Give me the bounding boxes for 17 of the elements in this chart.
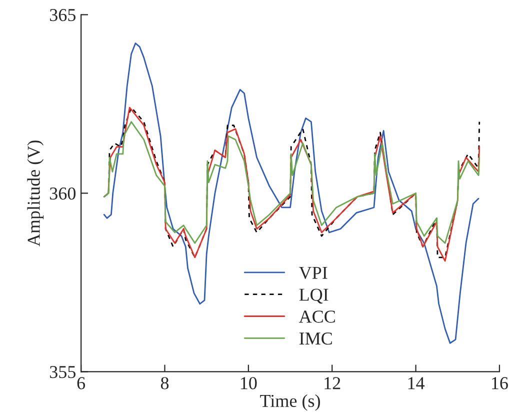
legend-label: IMC [299,332,332,345]
x-tick-label: 16 [492,377,508,390]
x-tick-label: 10 [240,377,257,390]
legend-label: LQI [299,288,328,304]
y-axis-title: Amplitude (V) [27,140,44,246]
x-tick-label: 12 [324,377,340,390]
x-axis-title: Time (s) [260,394,320,411]
y-tick-label: 365 [50,9,76,22]
line-series [103,42,480,344]
legend-label: ACC [298,310,335,323]
x-tick-label: 14 [408,377,425,390]
legend-label: VPI [298,266,328,280]
x-tick-label: 6 [77,377,86,390]
y-tick-label: 355 [50,366,76,378]
x-tick-label: 8 [160,377,169,390]
line-series [103,121,480,244]
y-tick-label: 360 [50,187,76,200]
